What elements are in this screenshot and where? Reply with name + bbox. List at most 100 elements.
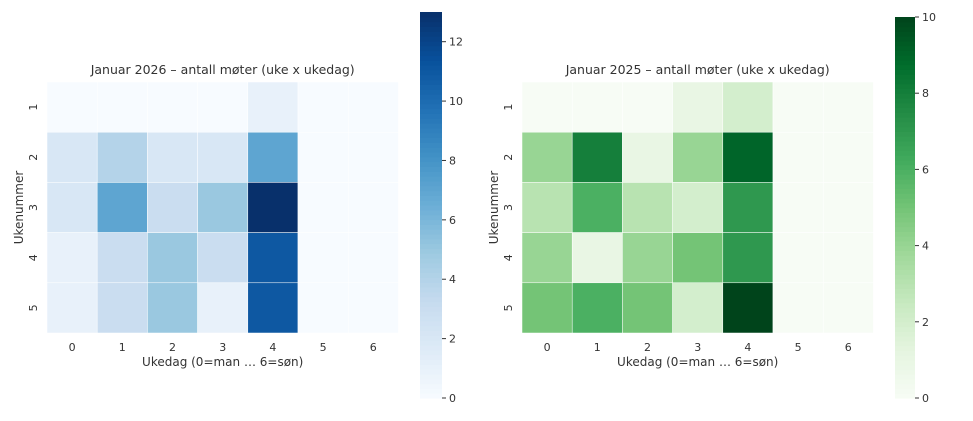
colorbar-segment	[895, 231, 915, 237]
colorbar-segment	[895, 45, 915, 51]
colorbar-segment	[420, 291, 442, 298]
heatmap-cell	[521, 131, 573, 183]
colorbar-tick-label: 6	[449, 214, 456, 227]
colorbar-segment	[420, 340, 442, 346]
heatmap-cell	[571, 81, 623, 133]
heatmap-cell	[521, 182, 573, 233]
heatmap-cell	[722, 282, 774, 334]
colorbar-segment	[895, 336, 915, 342]
colorbar-segment	[420, 190, 442, 196]
colorbar-segment	[420, 89, 442, 95]
heatmap-cell	[521, 282, 573, 334]
heatmap-cell	[247, 232, 299, 284]
colorbar-segment	[895, 88, 915, 94]
heatmap-cell	[247, 182, 299, 233]
colorbar-segment	[895, 331, 915, 337]
heatmap-cell	[772, 81, 824, 133]
colorbar-segment	[420, 383, 442, 389]
colorbar-tick-label: 12	[449, 36, 463, 49]
colorbar-segment	[895, 321, 915, 328]
x-tick-label: 5	[795, 341, 802, 354]
colorbar-segment	[420, 315, 442, 322]
heatmap-cell	[672, 282, 724, 334]
colorbar-segment	[420, 79, 442, 85]
colorbar-segment	[420, 108, 442, 114]
colorbar-segment	[420, 40, 442, 47]
colorbar-segment	[895, 236, 915, 242]
colorbar-segment	[895, 55, 915, 61]
heatmap-cell	[571, 182, 623, 233]
colorbar-segment	[420, 229, 442, 235]
colorbar-segment	[895, 359, 915, 366]
colorbar-segment	[895, 74, 915, 80]
colorbar-segment	[895, 221, 915, 228]
heatmap-cell	[197, 282, 249, 334]
colorbar-segment	[420, 132, 442, 139]
heatmap-cell	[247, 282, 299, 334]
heatmap-cell	[297, 182, 349, 233]
heatmap-cell	[96, 131, 148, 183]
colorbar-segment	[420, 349, 442, 356]
colorbar-segment	[420, 31, 442, 37]
colorbar-segment	[420, 50, 442, 57]
colorbar-segment	[895, 93, 915, 99]
colorbar-segment	[420, 277, 442, 283]
colorbar-segment	[420, 243, 442, 250]
heatmap-cell	[147, 81, 198, 133]
colorbar-segment	[420, 69, 442, 76]
colorbar-segment	[420, 335, 442, 341]
heatmap-cell	[772, 232, 824, 284]
heatmap-cell	[722, 131, 774, 183]
x-tick-label: 2	[644, 341, 651, 354]
colorbar-segment	[420, 267, 442, 274]
colorbar-segment	[895, 69, 915, 75]
colorbar-segment	[420, 378, 442, 385]
y-tick-label: 4	[27, 254, 40, 261]
heatmap-0: Januar 2026 – antall møter (uke x ukedag…	[12, 12, 463, 405]
colorbar-segment	[895, 250, 915, 256]
x-tick-label: 3	[219, 341, 226, 354]
colorbar-segment	[895, 355, 915, 361]
colorbar-segment	[895, 302, 915, 309]
colorbar-segment	[895, 264, 915, 271]
colorbar-segment	[420, 272, 442, 278]
heatmap-cell	[297, 131, 349, 183]
heatmap-cell	[722, 182, 774, 233]
y-tick-label: 1	[27, 104, 40, 111]
colorbar-segment	[420, 166, 442, 172]
colorbar-tick-label: 4	[922, 240, 929, 253]
heatmap-cell	[147, 182, 198, 233]
colorbar-segment	[895, 40, 915, 47]
heatmap-cell	[197, 182, 249, 233]
colorbar-segment	[420, 94, 442, 100]
colorbar-segment	[420, 306, 442, 312]
colorbar-segment	[895, 202, 915, 209]
colorbar-segment	[895, 102, 915, 109]
colorbar-segment	[895, 131, 915, 137]
heatmap-cell	[672, 131, 724, 183]
y-tick-label: 3	[27, 204, 40, 211]
heatmap-cell	[96, 81, 148, 133]
colorbar-segment	[895, 312, 915, 318]
heatmap-cell	[46, 232, 98, 284]
colorbar-segment	[420, 36, 442, 42]
colorbar-tick-label: 10	[449, 95, 463, 108]
colorbar-segment	[420, 60, 442, 66]
colorbar-segment	[420, 354, 442, 360]
chart-title: Januar 2025 – antall møter (uke x ukedag…	[565, 62, 830, 77]
colorbar-segment	[420, 388, 442, 394]
colorbar-segment	[420, 253, 442, 259]
colorbar-segment	[420, 147, 442, 153]
colorbar-segment	[420, 224, 442, 230]
colorbar-segment	[895, 217, 915, 223]
colorbar-segment	[420, 12, 442, 18]
colorbar-segment	[895, 21, 915, 28]
colorbar-segment	[895, 207, 915, 213]
colorbar-segment	[420, 200, 442, 206]
colorbar-segment	[420, 258, 442, 264]
colorbar-segment	[895, 317, 915, 323]
colorbar-segment	[420, 137, 442, 143]
colorbar-tick-label: 4	[449, 273, 456, 286]
heatmap-cell	[772, 182, 824, 233]
y-tick-label: 2	[502, 154, 515, 161]
